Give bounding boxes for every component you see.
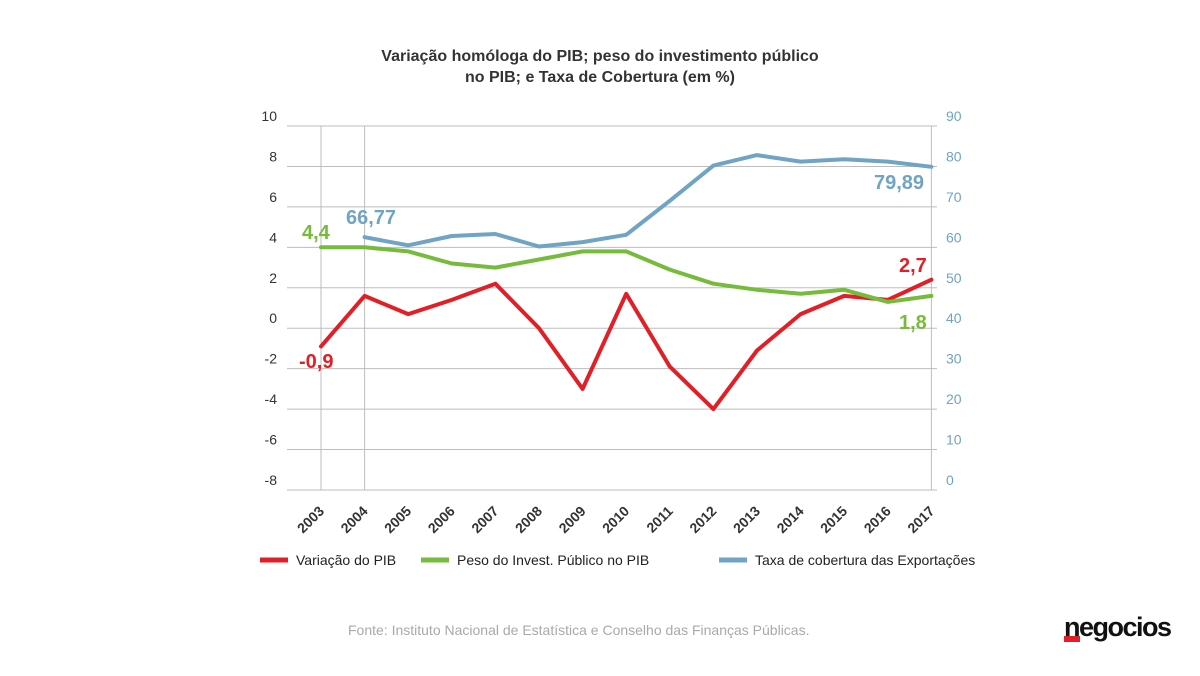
y-right-tick-label: 40 [946,310,962,326]
y-right-tick-label: 50 [946,270,962,286]
y-left-tick-label: 4 [269,229,277,245]
x-tick-label: 2015 [817,503,850,536]
y-right-tick-label: 80 [946,148,962,164]
logo-red-mark [1064,636,1080,642]
x-tick-label: 2016 [861,503,894,536]
x-tick-label: 2005 [381,503,414,536]
y-right-tick-label: 70 [946,189,962,205]
data-label: 79,89 [874,172,924,194]
chart-title-line-1: Variação homóloga do PIB; peso do invest… [381,48,819,65]
y-left-tick-label: 0 [269,310,277,326]
source-note: Fonte: Instituto Nacional de Estatística… [348,622,810,638]
y-left-tick-label: -6 [265,432,278,448]
x-tick-label: 2007 [468,503,501,536]
x-tick-label: 2014 [773,503,806,536]
x-tick-label: 2003 [294,503,327,536]
x-tick-label: 2012 [686,503,719,536]
y-right-tick-label: 90 [946,108,962,124]
chart-title-line-2: no PIB; e Taxa de Cobertura (em %) [465,69,735,86]
x-tick-label: 2006 [425,503,458,536]
series-line-peso-do-invest-publico-no-pib [319,245,934,304]
y-left-tick-label: -4 [265,391,278,407]
data-label: 4,4 [302,222,331,244]
x-tick-label: 2010 [599,503,632,536]
y-right-tick-label: 20 [946,391,962,407]
x-tick-label: 2008 [512,503,545,536]
data-label: 2,7 [899,255,927,277]
y-left-tick-label: 8 [269,148,277,164]
legend-label: Peso do Invest. Público no PIB [457,552,649,568]
y-left-tick-label: 10 [261,108,277,124]
y-right-tick-label: 60 [946,229,962,245]
chart-title: Variação homóloga do PIB; peso do invest… [0,46,1200,88]
x-tick-label: 2017 [904,503,937,536]
y-right-tick-label: 30 [946,351,962,367]
x-tick-label: 2011 [643,503,676,536]
y-left-tick-label: 6 [269,189,277,205]
y-left-tick-label: 2 [269,270,277,286]
y-right-tick-label: 0 [946,472,954,488]
y-left-tick-label: -8 [265,472,278,488]
series-line-variacao-do-pib [319,277,934,412]
data-label: 66,77 [346,207,396,229]
legend-label: Variação do PIB [296,552,396,568]
x-tick-label: 2009 [555,503,588,536]
legend-label: Taxa de cobertura das Exportações [755,552,975,568]
y-left-tick-label: -2 [265,351,278,367]
y-right-tick-label: 10 [946,432,962,448]
x-tick-label: 2004 [337,503,370,536]
negocios-logo: negocios [1064,612,1172,642]
data-label: 1,8 [899,312,927,334]
series-line-taxa-de-cobertura-das-exportacoes [362,153,934,249]
data-label: -0,9 [299,351,333,373]
x-tick-label: 2013 [730,503,763,536]
